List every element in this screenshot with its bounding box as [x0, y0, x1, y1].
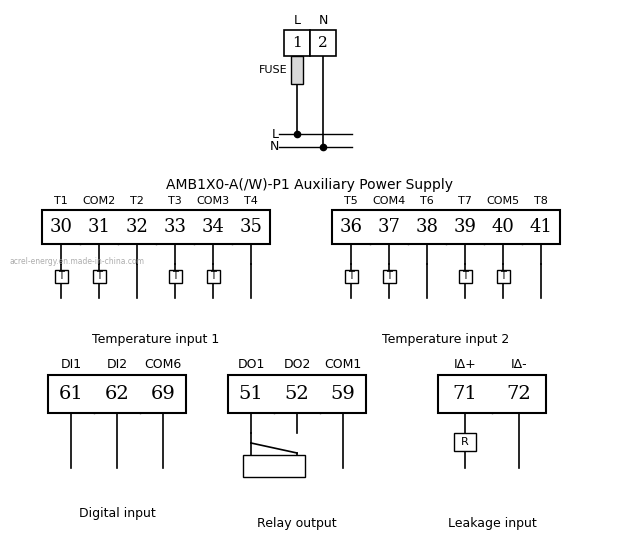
- Text: 59: 59: [330, 385, 355, 403]
- Text: 1: 1: [292, 36, 302, 50]
- Text: T6: T6: [420, 196, 434, 206]
- Text: Temperature input 2: Temperature input 2: [383, 332, 510, 345]
- Bar: [206, 269, 219, 283]
- Text: Temperature input 1: Temperature input 1: [92, 332, 219, 345]
- Text: FUSE: FUSE: [259, 65, 288, 75]
- Text: T: T: [462, 271, 468, 281]
- Text: T: T: [210, 271, 216, 281]
- Bar: [459, 269, 471, 283]
- Text: 39: 39: [453, 218, 477, 236]
- Bar: [454, 433, 476, 451]
- Text: 32: 32: [126, 218, 148, 236]
- Bar: [42, 210, 270, 244]
- Text: T: T: [348, 271, 354, 281]
- Text: Relay output: Relay output: [257, 516, 337, 530]
- Text: IΔ+: IΔ+: [454, 358, 476, 371]
- Text: 51: 51: [239, 385, 264, 403]
- Text: 41: 41: [529, 218, 552, 236]
- Text: 62: 62: [105, 385, 130, 403]
- Bar: [345, 269, 358, 283]
- Text: COM2: COM2: [82, 196, 115, 206]
- Text: 30: 30: [50, 218, 73, 236]
- Text: 2: 2: [318, 36, 328, 50]
- Bar: [332, 210, 560, 244]
- Text: 72: 72: [507, 385, 531, 403]
- Text: N: N: [270, 141, 279, 154]
- Text: 52: 52: [285, 385, 309, 403]
- Text: R: R: [461, 437, 469, 447]
- Text: T8: T8: [534, 196, 548, 206]
- Text: 34: 34: [202, 218, 224, 236]
- Text: T5: T5: [344, 196, 358, 206]
- Text: T2: T2: [130, 196, 144, 206]
- Text: Digital input: Digital input: [79, 506, 156, 520]
- Text: T1: T1: [54, 196, 68, 206]
- Bar: [497, 269, 510, 283]
- Bar: [310, 30, 336, 56]
- Text: Leakage input: Leakage input: [448, 516, 536, 530]
- Text: 61: 61: [59, 385, 83, 403]
- Text: T: T: [58, 271, 64, 281]
- Bar: [284, 30, 310, 56]
- Bar: [383, 269, 396, 283]
- Text: COM4: COM4: [373, 196, 405, 206]
- Text: T3: T3: [168, 196, 182, 206]
- Text: 36: 36: [340, 218, 363, 236]
- Bar: [92, 269, 105, 283]
- Bar: [291, 56, 303, 84]
- Text: COM1: COM1: [324, 358, 361, 371]
- Text: 37: 37: [378, 218, 401, 236]
- Text: DO1: DO1: [237, 358, 265, 371]
- Bar: [169, 269, 182, 283]
- Text: 69: 69: [151, 385, 175, 403]
- Text: IΔ-: IΔ-: [511, 358, 528, 371]
- Text: T: T: [96, 271, 102, 281]
- Text: DO2: DO2: [283, 358, 311, 371]
- Bar: [438, 375, 546, 413]
- Text: N: N: [318, 14, 328, 27]
- Text: L: L: [293, 14, 301, 27]
- Text: 35: 35: [239, 218, 262, 236]
- Text: L: L: [272, 127, 279, 141]
- Text: T: T: [386, 271, 392, 281]
- Text: 33: 33: [164, 218, 187, 236]
- Text: DI2: DI2: [107, 358, 128, 371]
- Text: 40: 40: [492, 218, 515, 236]
- Text: T7: T7: [458, 196, 472, 206]
- Text: acrel-energy.en.made-in-china.com: acrel-energy.en.made-in-china.com: [10, 257, 145, 267]
- Bar: [228, 375, 366, 413]
- Text: T: T: [172, 271, 178, 281]
- Text: COM3: COM3: [197, 196, 229, 206]
- Text: COM5: COM5: [487, 196, 520, 206]
- Text: 31: 31: [87, 218, 110, 236]
- Text: T: T: [500, 271, 506, 281]
- Text: T4: T4: [244, 196, 258, 206]
- Text: 71: 71: [453, 385, 477, 403]
- Text: AMB1X0-A(/W)-P1 Auxiliary Power Supply: AMB1X0-A(/W)-P1 Auxiliary Power Supply: [167, 178, 453, 192]
- Text: DI1: DI1: [60, 358, 82, 371]
- Bar: [55, 269, 68, 283]
- Bar: [243, 455, 305, 477]
- Text: 38: 38: [415, 218, 438, 236]
- Text: COM6: COM6: [144, 358, 182, 371]
- Bar: [48, 375, 186, 413]
